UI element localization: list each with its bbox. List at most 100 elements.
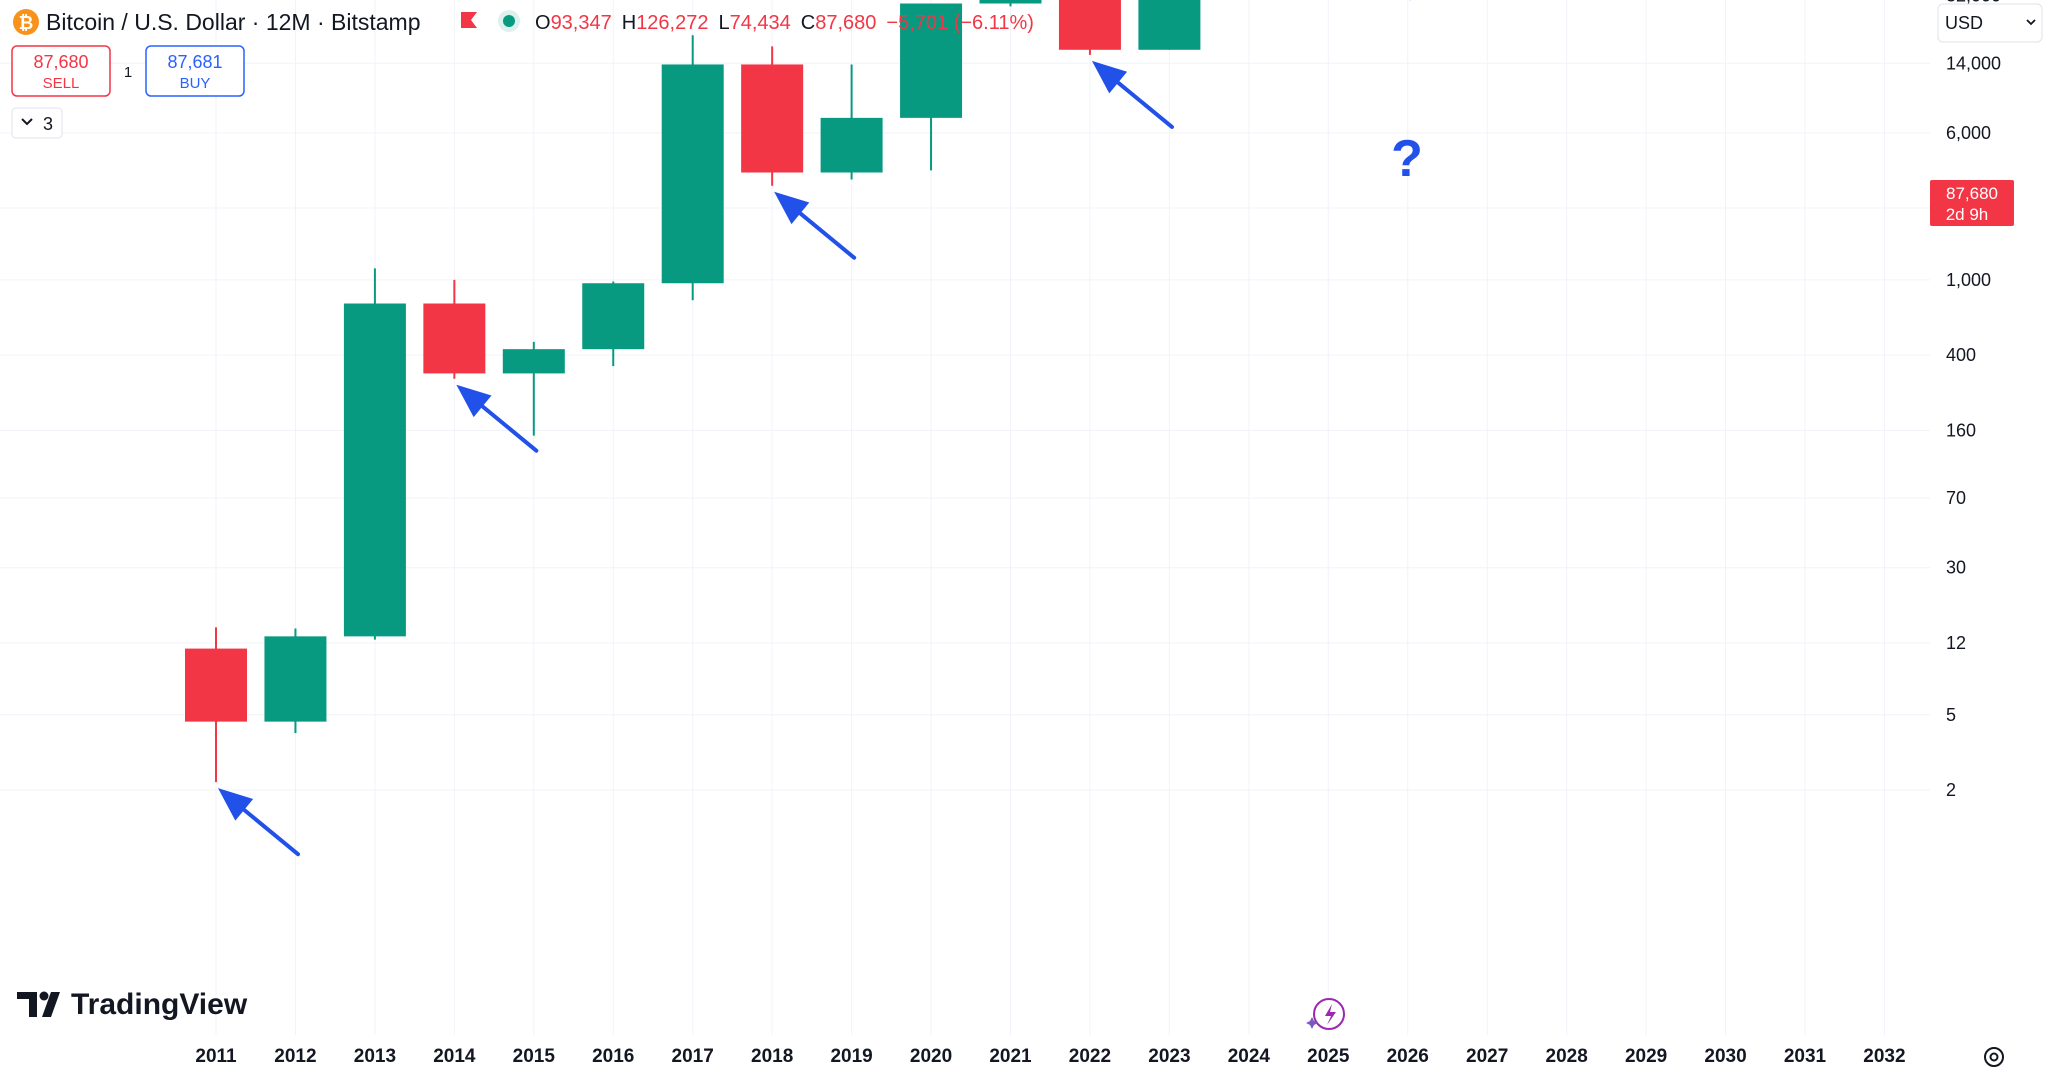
time-axis-label: 2016 (592, 1046, 634, 1067)
time-axis-label: 2014 (433, 1046, 476, 1067)
ohlc-values: O93,347 H126,272 L74,434 C87,680 −5,701 (−6.… (535, 12, 1034, 34)
tradingview-logo-text: TradingView (71, 988, 248, 1021)
time-axis-label: 2012 (274, 1046, 316, 1067)
svg-text:₿: ₿ (19, 13, 34, 33)
currency-selected: USD (1945, 13, 1983, 33)
time-axis-label: 2027 (1466, 1046, 1508, 1067)
candle-2023[interactable] (1138, 0, 1201, 50)
tradingview-logo-icon (17, 991, 60, 1017)
time-axis[interactable]: 2011 2012 2013 2014 2015 2016 2017 2018 2019 2020… (195, 1046, 1905, 1067)
price-axis-label: 30 (1946, 558, 1966, 578)
candle-body (900, 3, 963, 118)
annotation-question-mark: ? (1391, 130, 1423, 188)
tradingview-logo: TradingView (17, 988, 248, 1021)
candle-2013[interactable] (343, 268, 406, 640)
price-axis-label: 400 (1946, 345, 1976, 365)
candle-2018[interactable] (741, 46, 804, 186)
currency-select[interactable]: USD (1937, 3, 2043, 43)
candle-2012[interactable] (264, 628, 327, 734)
arrow-shaft (234, 801, 300, 857)
candle-2015[interactable] (502, 341, 565, 436)
chevron-down-icon (21, 118, 33, 126)
price-axis-label: 14,000 (1946, 53, 2001, 73)
chevron-down-icon (2026, 19, 2036, 26)
ohlc-high-label: H (622, 12, 636, 34)
candle-2011[interactable] (185, 627, 247, 783)
price-axis-label: 160 (1946, 420, 1976, 440)
sparkle-lightning-icon[interactable] (1306, 998, 1345, 1030)
time-axis-label: 2013 (354, 1046, 396, 1067)
gear-icon[interactable] (1984, 1047, 2004, 1067)
time-axis-label: 2025 (1307, 1046, 1350, 1067)
candle-body (1058, 0, 1121, 50)
sell-button[interactable]: 87,680 SELL (11, 45, 111, 97)
time-axis-label: 2022 (1069, 1046, 1111, 1067)
time-axis-label: 2018 (751, 1046, 793, 1067)
time-axis-label: 2020 (910, 1046, 952, 1067)
time-axis-label: 2019 (830, 1046, 872, 1067)
candle-2022[interactable] (1058, 0, 1121, 55)
candle-body (741, 64, 804, 173)
grid (0, 0, 1930, 1035)
price-axis[interactable]: 251230701604001,0002,4006,00014,00032,00… (1946, 0, 2026, 800)
candle-body (264, 636, 327, 722)
arrow-icon (218, 788, 300, 857)
arrow-shaft (472, 397, 539, 453)
sell-label: SELL (43, 75, 80, 92)
candle-2019[interactable] (820, 64, 883, 180)
ohlc-change: −5,701 (−6.11%) (886, 12, 1034, 34)
candle-body (343, 303, 406, 637)
candle-body (185, 648, 247, 722)
annotation-arrows (218, 0, 1411, 857)
candle-body (820, 117, 883, 173)
time-axis-label: 2024 (1228, 1046, 1271, 1067)
spread-value: 1 (124, 64, 132, 81)
price-axis-label: 12 (1946, 633, 1966, 653)
price-tag-price: 87,680 (1946, 184, 1998, 203)
candle-2020[interactable] (900, 3, 963, 171)
sell-price: 87,680 (33, 52, 88, 72)
time-axis-label: 2021 (989, 1046, 1032, 1067)
ohlc-high-value: 126,272 (636, 12, 708, 34)
time-axis-label: 2015 (513, 1046, 556, 1067)
candle-2021[interactable] (979, 0, 1042, 7)
price-axis-label: 5 (1946, 705, 1956, 725)
ohlc-open-value: 93,347 (551, 12, 612, 34)
time-axis-label: 2017 (672, 1046, 714, 1067)
candle-body (582, 283, 645, 350)
bitcoin-logo-icon: ₿ (13, 9, 39, 35)
candle-2016[interactable] (582, 281, 645, 367)
candles (185, 0, 1201, 783)
indicators-toggle-button[interactable]: 3 (11, 107, 63, 139)
symbol-header: ₿ Bitcoin / U.S. Dollar · 12M · Bitstamp… (13, 9, 1034, 35)
candle-2014[interactable] (423, 279, 486, 379)
buy-price: 87,681 (167, 52, 222, 72)
time-axis-label: 2030 (1704, 1046, 1746, 1067)
arrow-icon (1091, 60, 1174, 129)
ohlc-close-label: C (801, 12, 815, 34)
candle-body (979, 0, 1042, 4)
time-axis-label: 2031 (1784, 1046, 1827, 1067)
arrow-shaft (790, 204, 857, 260)
candle-body (423, 303, 486, 374)
time-axis-label: 2023 (1148, 1046, 1190, 1067)
price-axis-label: 70 (1946, 488, 1966, 508)
ohlc-open-label: O (535, 12, 551, 34)
indicators-count: 3 (43, 114, 53, 134)
price-axis-label: 32,000 (1946, 0, 2001, 5)
price-axis-label: 6,000 (1946, 123, 1991, 143)
time-axis-label: 2028 (1546, 1046, 1588, 1067)
arrow-head (774, 191, 810, 225)
arrow-head (218, 788, 254, 821)
candle-2017[interactable] (661, 35, 724, 301)
buy-button[interactable]: 87,681 BUY (145, 45, 245, 97)
price-tag: 87,680 2d 9h (1930, 180, 2014, 226)
time-axis-label: 2026 (1387, 1046, 1429, 1067)
time-axis-label: 2011 (195, 1046, 237, 1067)
arrow-shaft (1107, 73, 1174, 129)
flag-icon[interactable] (461, 12, 477, 28)
symbol-title[interactable]: Bitcoin / U.S. Dollar · 12M · Bitstamp (46, 9, 421, 35)
ohlc-low-value: 74,434 (730, 12, 791, 34)
